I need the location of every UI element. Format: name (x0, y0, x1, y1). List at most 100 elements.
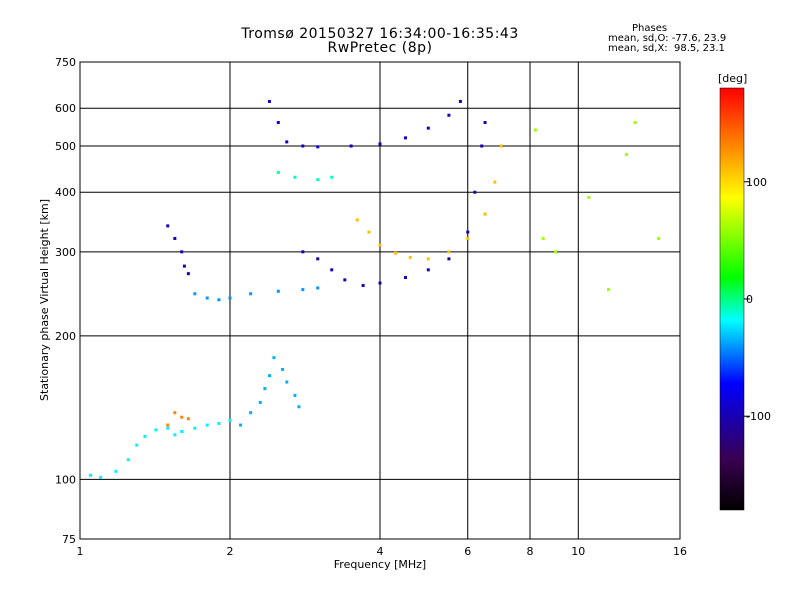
scatter-point (193, 292, 197, 296)
scatter-points (89, 99, 661, 479)
scatter-point (180, 415, 184, 419)
scatter-point (483, 121, 487, 125)
scatter-point (466, 230, 470, 234)
scatter-point (426, 257, 430, 261)
plot-frame (79, 61, 681, 540)
scatter-point (272, 356, 276, 360)
scatter-point (99, 475, 103, 479)
scatter-point (89, 473, 93, 477)
scatter-point (378, 281, 382, 285)
scatter-point (316, 257, 320, 261)
scatter-point (394, 251, 398, 255)
scatter-point (343, 278, 347, 282)
colorbar-ticks: 100 0 -100 (744, 176, 771, 423)
scatter-point (426, 268, 430, 272)
scatter-point (330, 175, 334, 179)
scatter-point (480, 144, 484, 148)
scatter-point (355, 218, 359, 222)
scatter-point (276, 289, 280, 293)
scatter-point (263, 387, 267, 391)
scatter-point (316, 178, 320, 182)
scatter-point (361, 283, 365, 287)
phases-heading: Phases (632, 23, 668, 34)
scatter-point (607, 288, 611, 292)
scatter-point (228, 418, 232, 422)
y-tick-label: 750 (55, 56, 76, 69)
x-tick-label: 10 (571, 545, 585, 558)
scatter-point (126, 458, 130, 462)
scatter-point (483, 212, 487, 216)
scatter-point (267, 99, 271, 103)
y-tick-label: 400 (55, 186, 76, 199)
x-tick-label: 1 (77, 545, 84, 558)
scatter-point (154, 428, 158, 432)
y-axis-title: Stationary phase Virtual Height [km] (38, 199, 51, 401)
x-tick-label: 8 (527, 545, 534, 558)
y-tick-label: 200 (55, 330, 76, 343)
scatter-point (285, 380, 289, 384)
colorbar-tick-label: -100 (746, 410, 771, 423)
scatter-point (285, 140, 289, 144)
scatter-point (297, 405, 301, 409)
scatter-point (166, 423, 170, 427)
scatter-point (301, 144, 305, 148)
scatter-point (293, 175, 297, 179)
scatter-point (180, 250, 184, 254)
chart-subtitle: RwPretec (8p) (327, 40, 433, 56)
scatter-point (426, 126, 430, 130)
scatter-point (633, 121, 637, 125)
scatter-point (473, 190, 477, 194)
scatter-point (205, 423, 209, 427)
y-tick-label: 300 (55, 246, 76, 259)
scatter-point (143, 435, 147, 439)
scatter-point (239, 423, 243, 427)
scatter-point (217, 421, 221, 425)
scatter-point (408, 255, 412, 259)
scatter-point (173, 411, 177, 415)
scatter-point (378, 243, 382, 247)
colorbar-label: [deg] (718, 72, 747, 85)
scatter-point (267, 374, 271, 378)
y-tick-label: 600 (55, 102, 76, 115)
scatter-point (166, 426, 170, 430)
scatter-point (276, 121, 280, 125)
scatter-point (276, 170, 280, 174)
scatter-point (182, 264, 186, 268)
scatter-point (180, 430, 184, 434)
scatter-point (541, 236, 545, 240)
scatter-point (349, 144, 353, 148)
y-tick-label: 500 (55, 140, 76, 153)
scatter-point (301, 250, 305, 254)
scatter-point (447, 113, 451, 117)
scatter-point (466, 236, 470, 240)
x-tick-label: 16 (673, 545, 687, 558)
scatter-point (533, 128, 537, 132)
colorbar (719, 87, 745, 511)
scatter-point (166, 224, 170, 228)
scatter-point (173, 433, 177, 437)
scatter-point (281, 367, 285, 371)
phases-o-mode-stats: mean, sd,O: -77.6, 23.9 (608, 33, 727, 44)
x-tick-label: 2 (227, 545, 234, 558)
axis-ticks: 1 2 4 6 8 10 16 75 100 200 300 400 500 600 750 (55, 56, 687, 558)
x-axis-title: Frequency [MHz] (334, 558, 426, 571)
scatter-point (205, 296, 209, 300)
scatter-point (330, 268, 334, 272)
y-tick-label: 75 (62, 533, 76, 546)
scatter-point (403, 276, 407, 280)
scatter-point (249, 292, 253, 296)
scatter-point (458, 99, 462, 103)
scatter-point (193, 426, 197, 430)
scatter-point (447, 250, 451, 254)
scatter-point (587, 195, 591, 199)
scatter-point (499, 144, 503, 148)
scatter-point (447, 257, 451, 261)
scatter-point (186, 417, 190, 421)
phases-x-mode-stats: mean, sd,X: 98.5, 23.1 (608, 43, 725, 54)
scatter-point (217, 298, 221, 302)
scatter-point (114, 469, 118, 473)
scatter-point (135, 443, 139, 447)
y-tick-label: 100 (55, 473, 76, 486)
scatter-point (367, 230, 371, 234)
